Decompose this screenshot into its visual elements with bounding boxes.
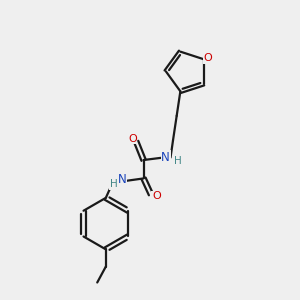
Text: N: N — [161, 151, 170, 164]
Text: H: H — [110, 179, 118, 189]
Text: O: O — [152, 191, 161, 201]
Text: N: N — [118, 173, 126, 186]
Text: O: O — [128, 134, 137, 144]
Text: O: O — [204, 53, 212, 63]
Text: H: H — [173, 155, 181, 166]
